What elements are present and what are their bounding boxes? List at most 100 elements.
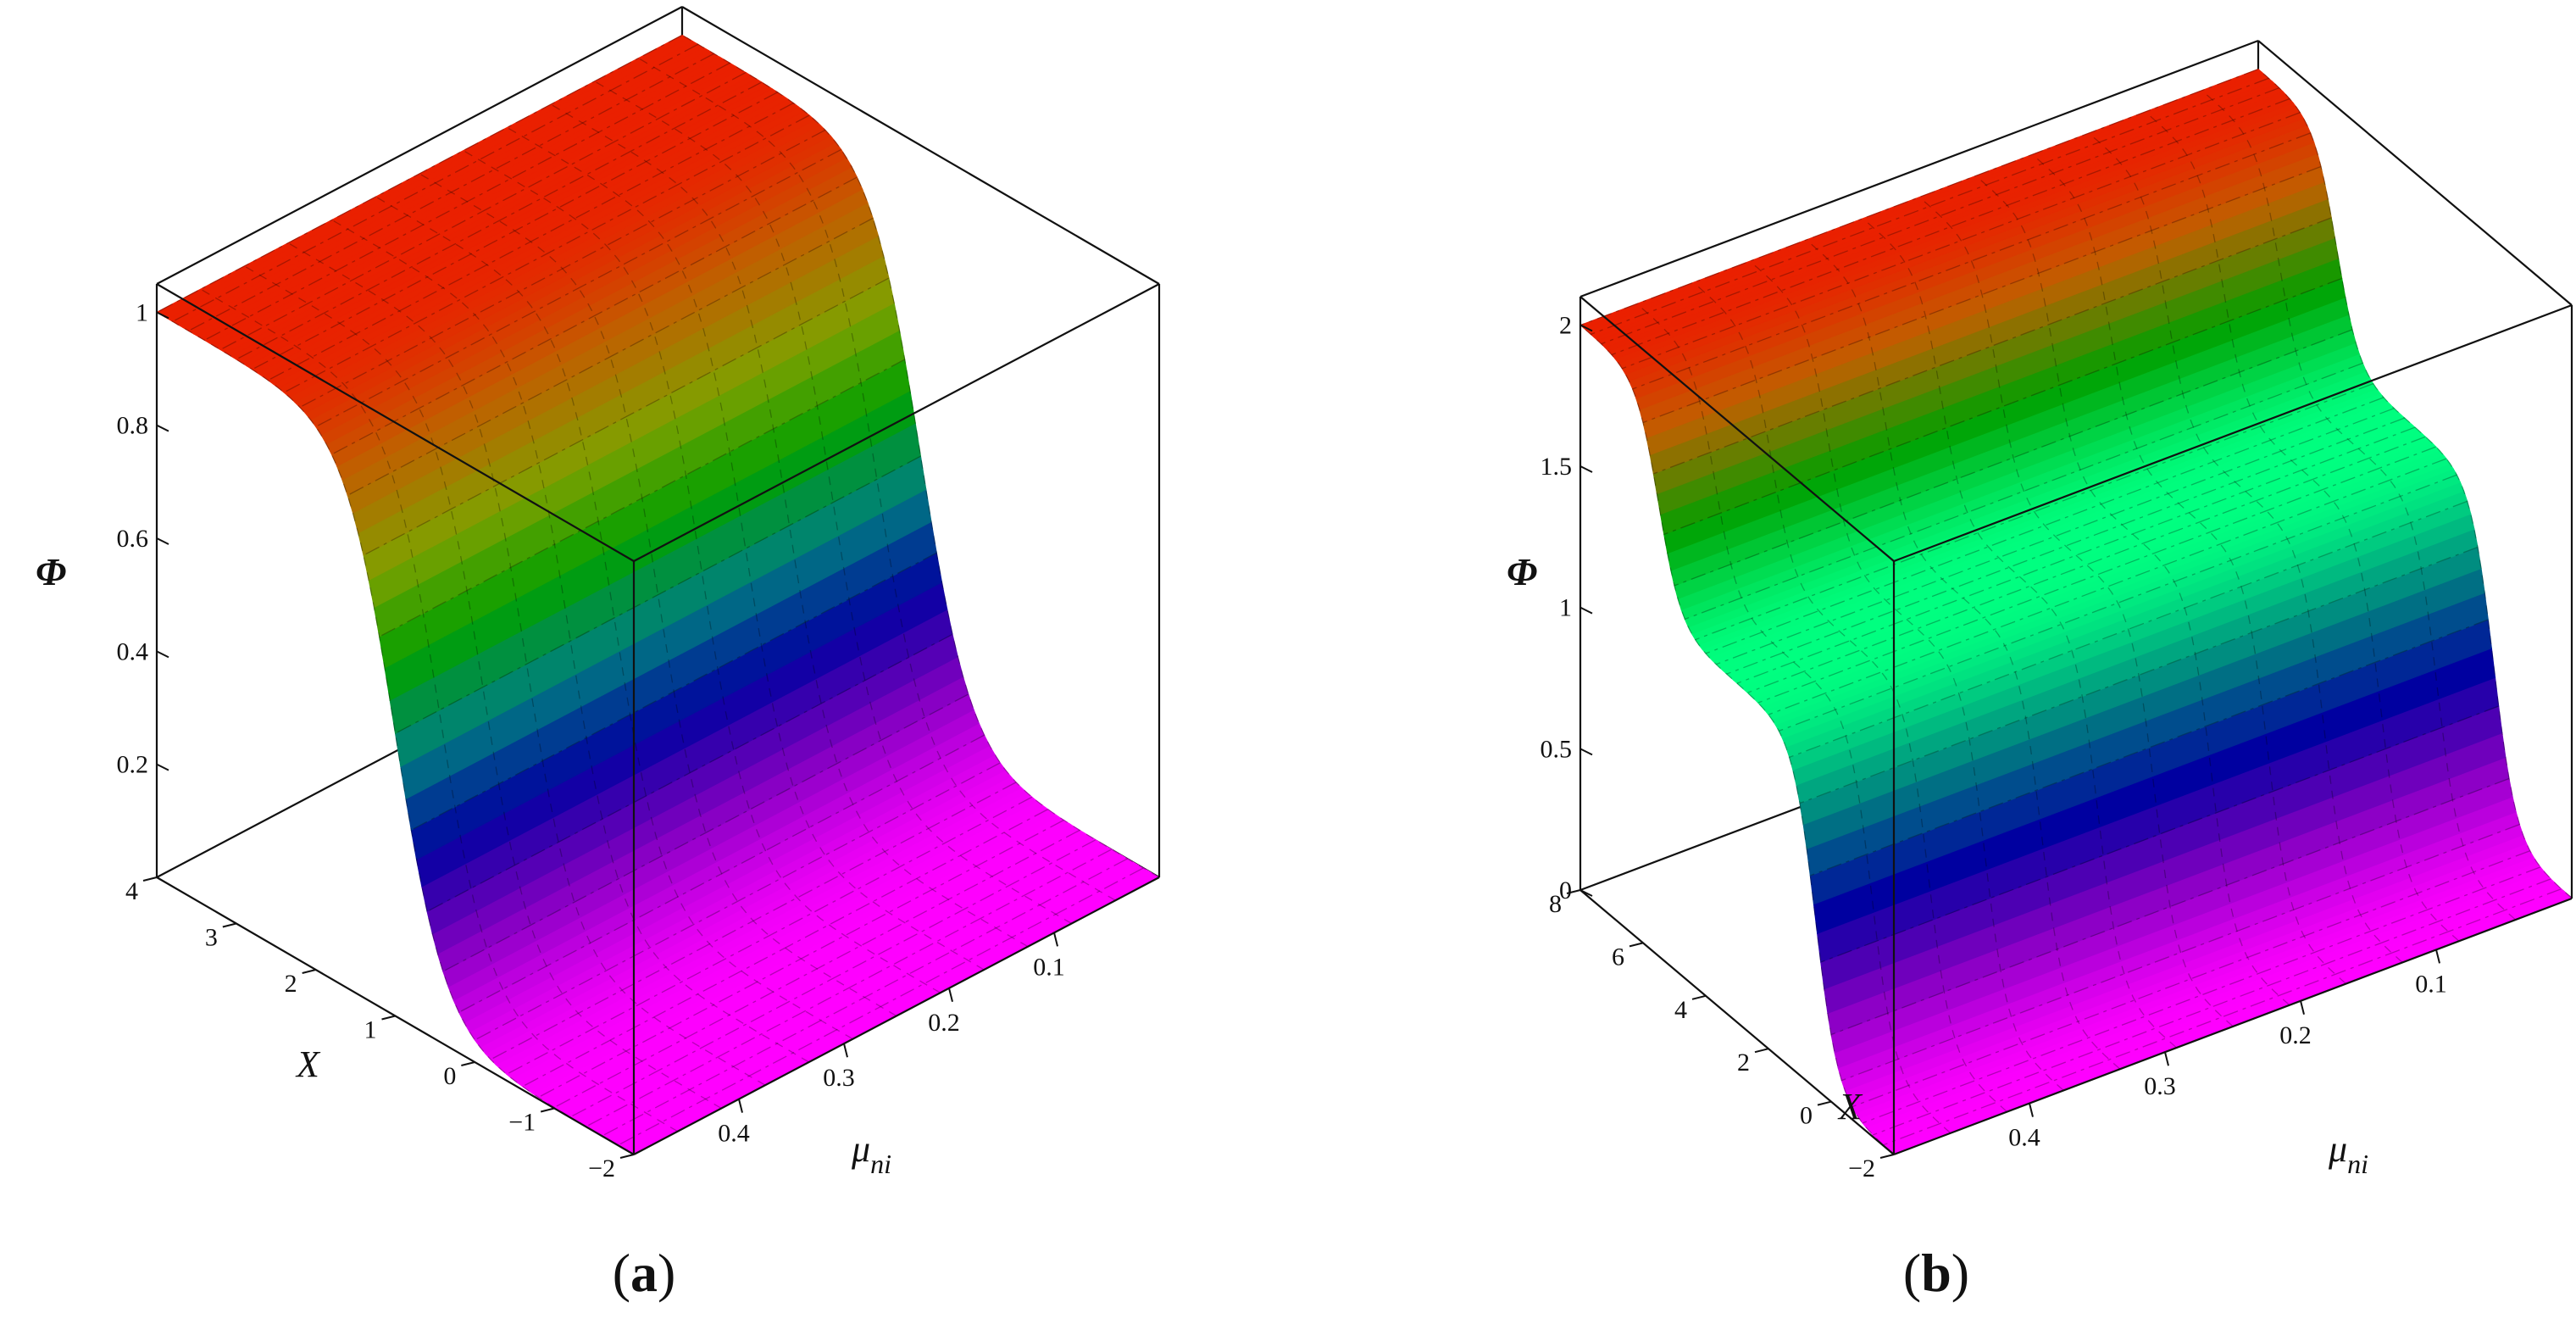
box-edge bbox=[1893, 303, 2573, 563]
z-tick-label: 0 bbox=[1559, 876, 1572, 904]
surface-plot-a: 0.2 0.4 0.6 0.8 1 Φ −2 −1 0 1 2 3 4 X 0.1 0.2 0.3 0.4 μni bbox=[36, 6, 1161, 1182]
mu-tick-label: 0.2 bbox=[2279, 1021, 2312, 1049]
mesh-line-x bbox=[410, 552, 937, 831]
mesh-line-mu bbox=[1918, 197, 2234, 1027]
mesh-line-mu bbox=[550, 103, 1029, 948]
mesh-line-x bbox=[1841, 824, 2520, 1082]
z-tick-label: 0.4 bbox=[117, 637, 149, 665]
mesh-line-mu bbox=[1636, 303, 1951, 1133]
x-tick-mark bbox=[461, 1061, 475, 1066]
mesh-line-x bbox=[252, 92, 778, 370]
x-tick-mark bbox=[540, 1107, 555, 1113]
z-axis-title: Φ bbox=[36, 550, 66, 593]
z-tick-mark bbox=[1579, 465, 1593, 473]
z-axis-title: Φ bbox=[1507, 550, 1537, 593]
caption-a: (a) bbox=[612, 1243, 676, 1303]
x-tick-mark bbox=[1754, 1048, 1769, 1054]
mesh-line-x bbox=[283, 114, 810, 393]
x-tick-mark bbox=[1629, 942, 1644, 948]
mesh-line-x bbox=[1601, 87, 2279, 345]
mesh-line-x bbox=[268, 103, 794, 381]
mu-axis: 0.1 0.2 0.3 0.4 bbox=[2008, 949, 2447, 1152]
mesh-line-x bbox=[442, 693, 969, 972]
mesh-line-x bbox=[1653, 217, 2332, 475]
mu-tick-label: 0.3 bbox=[823, 1064, 855, 1092]
mesh-line-x bbox=[1705, 397, 2384, 654]
mesh-line-x bbox=[1674, 329, 2353, 587]
mu-tick-label: 0.1 bbox=[1033, 953, 1065, 981]
mu-axis-title: μni bbox=[2328, 1128, 2368, 1179]
mesh-line-x bbox=[1579, 68, 2259, 326]
x-tick-label: 2 bbox=[285, 970, 297, 998]
x-axis: −2 0 2 4 6 8 bbox=[1549, 889, 1895, 1182]
mesh-line-x bbox=[569, 839, 1096, 1118]
mesh-line-x bbox=[1873, 878, 2551, 1136]
z-tick-mark bbox=[156, 763, 169, 771]
mesh-line-x bbox=[1747, 436, 2426, 693]
x-tick-label: 0 bbox=[443, 1062, 456, 1090]
mesh-line-x bbox=[1768, 458, 2447, 715]
mesh-line-x bbox=[315, 148, 841, 428]
mesh-line-mu bbox=[331, 219, 810, 1063]
z-tick-label: 0.2 bbox=[117, 751, 149, 779]
box-edge bbox=[156, 283, 635, 562]
mesh-line-x bbox=[1852, 850, 2530, 1108]
box-edge bbox=[1579, 296, 1895, 562]
mesh-line-mu bbox=[2201, 90, 2516, 921]
mesh-line-x bbox=[156, 34, 683, 313]
mesh-line-x bbox=[236, 81, 763, 360]
mesh-line-mu bbox=[2031, 153, 2346, 984]
mu-tick-label: 0.3 bbox=[2144, 1072, 2176, 1100]
x-tick-mark bbox=[619, 1154, 635, 1159]
mu-tick-label: 0.4 bbox=[718, 1120, 750, 1148]
mesh-line-x bbox=[538, 819, 1064, 1099]
mesh-line-x bbox=[1695, 383, 2373, 641]
mesh-line-x bbox=[553, 829, 1080, 1108]
surface-mesh bbox=[1579, 68, 2573, 1155]
x-tick-label: −2 bbox=[588, 1155, 615, 1182]
box-edge bbox=[633, 283, 1160, 562]
mesh-line-mu bbox=[243, 265, 722, 1110]
mu-tick-label: 0.4 bbox=[2008, 1124, 2040, 1152]
mesh-line-x bbox=[586, 849, 1113, 1127]
mesh-line-mu bbox=[1975, 175, 2290, 1005]
mesh-line-mu bbox=[463, 150, 941, 993]
box-edge bbox=[1579, 889, 1895, 1155]
mu-tick-mark bbox=[738, 1099, 743, 1113]
box-edge bbox=[1579, 39, 2259, 298]
z-tick-mark bbox=[156, 311, 169, 320]
mesh-line-x bbox=[331, 176, 858, 455]
box-edge bbox=[156, 6, 683, 285]
mesh-line-x bbox=[1736, 426, 2416, 684]
mesh-line-x bbox=[1830, 777, 2510, 1036]
surface-plot-b: 0 0.5 1 1.5 2 Φ −2 0 2 4 6 8 X 0.1 0.2 0.3 0.4 μni bbox=[1507, 39, 2573, 1182]
x-tick-label: 3 bbox=[205, 924, 218, 952]
x-tick-mark bbox=[222, 922, 237, 928]
mesh-line-x bbox=[379, 359, 906, 637]
mesh-line-x bbox=[188, 53, 714, 331]
x-tick-label: −1 bbox=[508, 1109, 536, 1137]
mesh-line-x bbox=[172, 43, 699, 322]
mu-axis-subscript: ni bbox=[2347, 1149, 2368, 1179]
x-axis: −2 −1 0 1 2 3 4 bbox=[125, 876, 635, 1182]
mu-axis: 0.1 0.2 0.3 0.4 bbox=[718, 932, 1065, 1148]
x-tick-label: 4 bbox=[1674, 996, 1687, 1024]
mesh-line-x bbox=[347, 217, 874, 496]
mesh-line-x bbox=[1663, 277, 2342, 536]
mesh-line-mu bbox=[2145, 111, 2460, 942]
z-tick-mark bbox=[1579, 889, 1593, 897]
mesh-line-x bbox=[426, 633, 953, 912]
mesh-line-x bbox=[1622, 112, 2301, 370]
mu-tick-mark bbox=[843, 1043, 848, 1058]
bounding-box-front bbox=[1579, 39, 2573, 1156]
mesh-line-mu bbox=[1579, 325, 1895, 1155]
mu-tick-mark bbox=[2300, 1000, 2305, 1015]
mesh-line-x bbox=[1789, 500, 2468, 758]
z-tick-label: 0.8 bbox=[117, 412, 149, 440]
mesh-line-mu bbox=[1862, 218, 2177, 1049]
mesh-line-mu bbox=[287, 242, 766, 1086]
mesh-line-x bbox=[1820, 705, 2499, 963]
mesh-line-x bbox=[1779, 474, 2457, 732]
caption-b: (b) bbox=[1902, 1243, 1970, 1303]
x-tick-mark bbox=[302, 969, 316, 974]
